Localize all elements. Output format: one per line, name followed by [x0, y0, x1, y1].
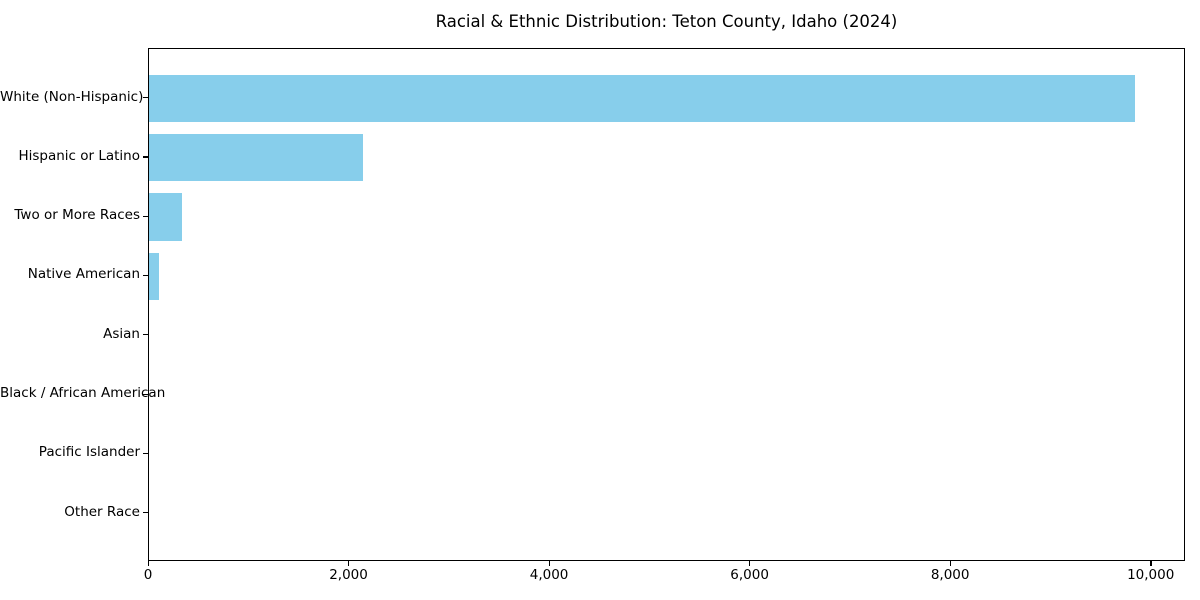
y-tick-label: Hispanic or Latino [18, 147, 140, 164]
y-tick-label: Pacific Islander [38, 444, 140, 461]
bar [149, 193, 183, 241]
x-tick-mark [548, 561, 550, 566]
y-tick-label: Other Race [64, 503, 140, 520]
x-tick-label: 2,000 [329, 567, 368, 583]
chart-title: Racial & Ethnic Distribution: Teton Coun… [435, 12, 898, 31]
y-tick-mark [143, 156, 148, 158]
bar [149, 74, 1135, 123]
x-tick-mark [1150, 561, 1152, 566]
y-tick-mark [143, 393, 148, 395]
y-tick-mark [143, 215, 148, 217]
bar [149, 252, 159, 301]
x-tick-mark [749, 561, 751, 566]
y-tick-mark [143, 274, 148, 277]
x-tick-mark [147, 561, 149, 566]
y-tick-label: Two or More Races [14, 207, 140, 224]
y-tick-mark [143, 97, 148, 99]
x-tick-label: 4,000 [529, 567, 569, 583]
y-tick-mark [143, 334, 148, 336]
y-tick-label: Black / African American [0, 385, 166, 401]
x-tick-label: 8,000 [930, 567, 970, 583]
x-tick-label: 10,000 [1127, 567, 1175, 583]
y-tick-label: Native American [27, 266, 140, 283]
x-tick-label: 0 [143, 567, 153, 583]
y-tick-mark [143, 452, 148, 455]
y-tick-mark [143, 512, 148, 514]
y-tick-label: Asian [103, 325, 140, 342]
bar [149, 134, 364, 182]
plot-area [148, 48, 1185, 561]
x-tick-mark [348, 561, 350, 566]
y-tick-label: White (Non-Hispanic) [0, 88, 144, 105]
x-tick-mark [949, 561, 951, 566]
x-tick-label: 6,000 [730, 567, 769, 583]
